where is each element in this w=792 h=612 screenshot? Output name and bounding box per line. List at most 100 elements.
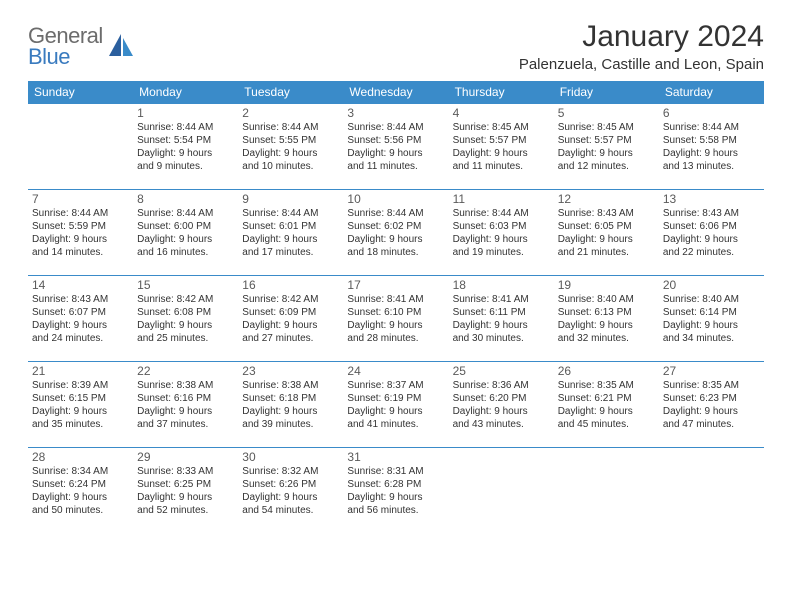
day-cell: 20Sunrise: 8:40 AMSunset: 6:14 PMDayligh… bbox=[659, 276, 764, 362]
day-info-line: and 25 minutes. bbox=[137, 332, 234, 345]
day-info-line: Sunset: 5:56 PM bbox=[347, 134, 444, 147]
day-cell: 8Sunrise: 8:44 AMSunset: 6:00 PMDaylight… bbox=[133, 190, 238, 276]
day-info-line: Daylight: 9 hours bbox=[137, 405, 234, 418]
day-info-line: Sunrise: 8:39 AM bbox=[32, 379, 129, 392]
day-cell bbox=[554, 448, 659, 534]
day-info-line: and 13 minutes. bbox=[663, 160, 760, 173]
day-number: 18 bbox=[453, 278, 550, 292]
day-info-line: Sunrise: 8:43 AM bbox=[558, 207, 655, 220]
day-info-line: and 21 minutes. bbox=[558, 246, 655, 259]
day-info-line: and 18 minutes. bbox=[347, 246, 444, 259]
day-info-line: Daylight: 9 hours bbox=[347, 491, 444, 504]
day-cell: 26Sunrise: 8:35 AMSunset: 6:21 PMDayligh… bbox=[554, 362, 659, 448]
day-number: 31 bbox=[347, 450, 444, 464]
day-cell: 6Sunrise: 8:44 AMSunset: 5:58 PMDaylight… bbox=[659, 104, 764, 190]
week-row: 21Sunrise: 8:39 AMSunset: 6:15 PMDayligh… bbox=[28, 362, 764, 448]
day-info-line: Sunset: 6:01 PM bbox=[242, 220, 339, 233]
day-number: 22 bbox=[137, 364, 234, 378]
day-info-line: Daylight: 9 hours bbox=[453, 405, 550, 418]
day-cell: 29Sunrise: 8:33 AMSunset: 6:25 PMDayligh… bbox=[133, 448, 238, 534]
day-number: 12 bbox=[558, 192, 655, 206]
title-block: January 2024 Palenzuela, Castille and Le… bbox=[519, 20, 764, 73]
day-info-line: Sunset: 5:58 PM bbox=[663, 134, 760, 147]
day-info-line: Sunrise: 8:34 AM bbox=[32, 465, 129, 478]
day-info-line: Sunrise: 8:44 AM bbox=[242, 121, 339, 134]
week-row: 28Sunrise: 8:34 AMSunset: 6:24 PMDayligh… bbox=[28, 448, 764, 534]
day-number: 25 bbox=[453, 364, 550, 378]
day-info-line: Sunrise: 8:44 AM bbox=[453, 207, 550, 220]
day-cell bbox=[449, 448, 554, 534]
day-info-line: Sunset: 5:57 PM bbox=[453, 134, 550, 147]
day-info-line: and 9 minutes. bbox=[137, 160, 234, 173]
day-info-line: Sunrise: 8:44 AM bbox=[347, 121, 444, 134]
day-info-line: Sunrise: 8:31 AM bbox=[347, 465, 444, 478]
day-info-line: Daylight: 9 hours bbox=[347, 233, 444, 246]
day-info-line: Daylight: 9 hours bbox=[242, 233, 339, 246]
day-number: 29 bbox=[137, 450, 234, 464]
day-info-line: Daylight: 9 hours bbox=[663, 233, 760, 246]
day-info-line: Daylight: 9 hours bbox=[558, 147, 655, 160]
day-cell: 21Sunrise: 8:39 AMSunset: 6:15 PMDayligh… bbox=[28, 362, 133, 448]
day-info-line: Sunrise: 8:43 AM bbox=[663, 207, 760, 220]
day-number: 13 bbox=[663, 192, 760, 206]
day-number: 15 bbox=[137, 278, 234, 292]
day-info-line: and 50 minutes. bbox=[32, 504, 129, 517]
day-cell: 11Sunrise: 8:44 AMSunset: 6:03 PMDayligh… bbox=[449, 190, 554, 276]
day-number: 11 bbox=[453, 192, 550, 206]
day-info-line: Daylight: 9 hours bbox=[347, 147, 444, 160]
day-info-line: and 27 minutes. bbox=[242, 332, 339, 345]
day-info-line: Sunset: 6:08 PM bbox=[137, 306, 234, 319]
day-number: 4 bbox=[453, 106, 550, 120]
day-info-line: Sunrise: 8:32 AM bbox=[242, 465, 339, 478]
day-info-line: Daylight: 9 hours bbox=[32, 319, 129, 332]
day-info-line: and 37 minutes. bbox=[137, 418, 234, 431]
day-number: 7 bbox=[32, 192, 129, 206]
day-info-line: Sunset: 5:54 PM bbox=[137, 134, 234, 147]
day-info-line: Sunset: 6:02 PM bbox=[347, 220, 444, 233]
day-info-line: Daylight: 9 hours bbox=[663, 319, 760, 332]
day-info-line: Daylight: 9 hours bbox=[663, 147, 760, 160]
day-info-line: and 47 minutes. bbox=[663, 418, 760, 431]
day-info-line: and 22 minutes. bbox=[663, 246, 760, 259]
day-info-line: Sunset: 6:09 PM bbox=[242, 306, 339, 319]
day-info-line: Sunrise: 8:35 AM bbox=[663, 379, 760, 392]
day-info-line: and 11 minutes. bbox=[453, 160, 550, 173]
day-cell: 28Sunrise: 8:34 AMSunset: 6:24 PMDayligh… bbox=[28, 448, 133, 534]
day-number: 10 bbox=[347, 192, 444, 206]
day-number: 20 bbox=[663, 278, 760, 292]
day-info-line: and 52 minutes. bbox=[137, 504, 234, 517]
day-info-line: Sunrise: 8:44 AM bbox=[137, 207, 234, 220]
day-number: 17 bbox=[347, 278, 444, 292]
day-number: 23 bbox=[242, 364, 339, 378]
day-info-line: Sunrise: 8:40 AM bbox=[663, 293, 760, 306]
day-header: Sunday bbox=[28, 81, 133, 104]
day-info-line: Daylight: 9 hours bbox=[137, 147, 234, 160]
day-info-line: Sunrise: 8:38 AM bbox=[242, 379, 339, 392]
day-cell: 7Sunrise: 8:44 AMSunset: 5:59 PMDaylight… bbox=[28, 190, 133, 276]
day-info-line: Sunset: 6:28 PM bbox=[347, 478, 444, 491]
day-info-line: Daylight: 9 hours bbox=[558, 405, 655, 418]
day-info-line: Daylight: 9 hours bbox=[137, 233, 234, 246]
sail-icon bbox=[107, 32, 135, 63]
day-cell: 22Sunrise: 8:38 AMSunset: 6:16 PMDayligh… bbox=[133, 362, 238, 448]
day-info-line: Sunset: 6:06 PM bbox=[663, 220, 760, 233]
day-number: 27 bbox=[663, 364, 760, 378]
day-info-line: Daylight: 9 hours bbox=[242, 491, 339, 504]
day-info-line: Daylight: 9 hours bbox=[32, 405, 129, 418]
day-info-line: and 30 minutes. bbox=[453, 332, 550, 345]
day-info-line: Sunrise: 8:40 AM bbox=[558, 293, 655, 306]
day-info-line: Sunset: 6:05 PM bbox=[558, 220, 655, 233]
day-cell: 18Sunrise: 8:41 AMSunset: 6:11 PMDayligh… bbox=[449, 276, 554, 362]
day-cell: 4Sunrise: 8:45 AMSunset: 5:57 PMDaylight… bbox=[449, 104, 554, 190]
day-info-line: Sunset: 6:18 PM bbox=[242, 392, 339, 405]
day-info-line: Sunset: 5:59 PM bbox=[32, 220, 129, 233]
day-number: 6 bbox=[663, 106, 760, 120]
day-info-line: Sunrise: 8:43 AM bbox=[32, 293, 129, 306]
day-info-line: Daylight: 9 hours bbox=[347, 405, 444, 418]
day-info-line: and 32 minutes. bbox=[558, 332, 655, 345]
day-info-line: Sunrise: 8:41 AM bbox=[347, 293, 444, 306]
day-number: 30 bbox=[242, 450, 339, 464]
day-cell: 27Sunrise: 8:35 AMSunset: 6:23 PMDayligh… bbox=[659, 362, 764, 448]
day-number: 28 bbox=[32, 450, 129, 464]
day-info-line: Daylight: 9 hours bbox=[242, 405, 339, 418]
